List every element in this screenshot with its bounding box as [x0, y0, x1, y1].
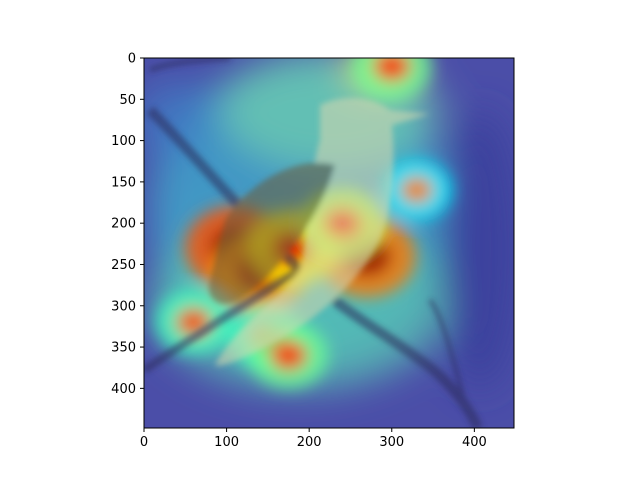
y-axis: 0 50 100 150 200 250 300 350 400: [111, 52, 144, 397]
y-tick-label: 250: [111, 258, 136, 273]
x-axis: 0 100 200 300 400: [140, 428, 487, 450]
y-tick-label: 0: [128, 52, 136, 67]
heatmap-hotspot: [373, 58, 411, 82]
x-tick-label: 200: [297, 435, 322, 450]
heatmap-hotspot: [270, 340, 307, 371]
y-tick-label: 350: [111, 341, 136, 356]
y-tick-label: 300: [111, 299, 136, 314]
x-tick-label: 300: [379, 435, 404, 450]
x-tick-label: 400: [462, 435, 487, 450]
bird-photo: [144, 58, 483, 428]
heatmap-hotspot: [400, 176, 433, 204]
y-tick-label: 400: [111, 382, 136, 397]
heatmap-image: [144, 58, 514, 428]
plot-frame: [143, 57, 515, 429]
y-tick-label: 50: [119, 93, 136, 108]
y-tick-label: 100: [111, 134, 136, 149]
x-tick-label: 100: [214, 435, 239, 450]
x-tick-label: 0: [140, 435, 148, 450]
y-tick-label: 200: [111, 217, 136, 232]
y-tick-label: 150: [111, 175, 136, 190]
